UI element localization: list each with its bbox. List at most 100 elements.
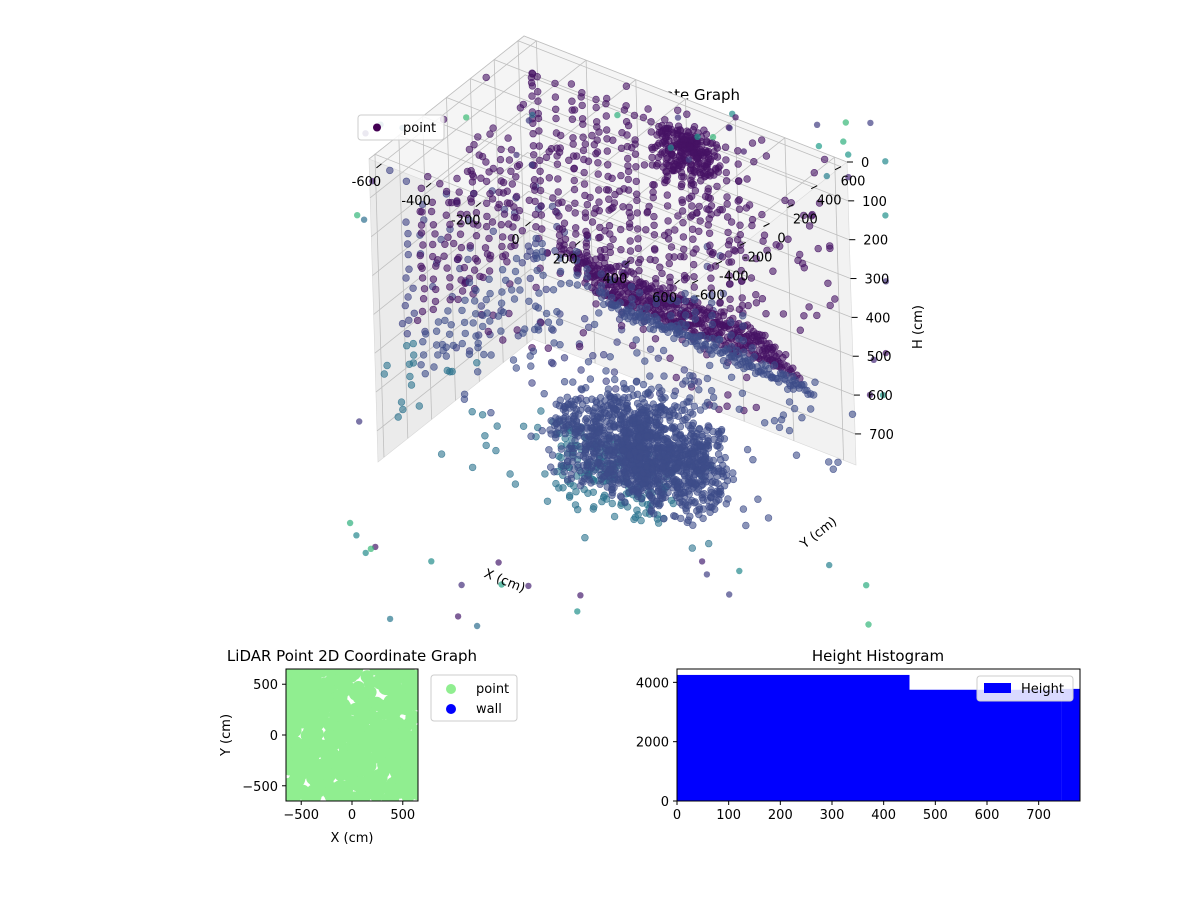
data-point-3d bbox=[680, 366, 688, 374]
data-point-3d bbox=[687, 166, 695, 175]
data-point-2d bbox=[353, 710, 367, 724]
data-point-3d bbox=[666, 296, 675, 304]
data-point-3d bbox=[470, 141, 478, 149]
data-point-3d bbox=[639, 113, 648, 122]
data-point-3d bbox=[483, 212, 491, 221]
data-point-3d bbox=[693, 155, 702, 163]
data-point-3d bbox=[552, 129, 561, 137]
data-point-3d bbox=[503, 258, 511, 266]
data-point-3d bbox=[555, 212, 563, 220]
data-point-3d bbox=[610, 512, 619, 521]
data-point-3d bbox=[669, 499, 677, 508]
data-point-3d bbox=[432, 262, 440, 270]
data-point-3d bbox=[622, 385, 630, 393]
data-point-3d bbox=[512, 173, 520, 181]
data-point-3d bbox=[646, 492, 654, 500]
data-point-3d bbox=[707, 387, 716, 395]
legend-wall-label-2d: wall bbox=[476, 702, 502, 717]
data-point-3d bbox=[444, 307, 452, 315]
data-point-3d bbox=[602, 112, 610, 120]
data-point-3d bbox=[624, 186, 633, 194]
data-point-3d bbox=[597, 438, 605, 447]
data-point-3d bbox=[603, 147, 611, 155]
data-point-3d bbox=[497, 221, 505, 229]
data-point-3d bbox=[431, 230, 439, 238]
data-point-3d bbox=[569, 403, 578, 411]
data-point-2d bbox=[286, 718, 296, 732]
data-point-3d bbox=[637, 424, 645, 432]
data-point-3d bbox=[463, 114, 470, 121]
data-point-3d bbox=[709, 393, 718, 402]
data-point-3d bbox=[510, 295, 519, 303]
data-point-3d bbox=[750, 158, 758, 166]
data-point-3d bbox=[678, 443, 687, 451]
data-point-3d bbox=[524, 242, 533, 250]
data-point-3d bbox=[545, 446, 553, 454]
legend-point-label-2d: point bbox=[476, 682, 509, 697]
data-point-3d bbox=[610, 368, 619, 376]
data-point-3d bbox=[617, 412, 626, 421]
data-point-3d bbox=[403, 240, 412, 248]
data-point-3d bbox=[705, 215, 713, 223]
plot-3d-ylabel: Y (cm) bbox=[797, 514, 840, 552]
data-point-3d bbox=[739, 505, 748, 513]
data-point-3d bbox=[543, 497, 552, 505]
data-point-3d bbox=[687, 380, 695, 388]
data-point-3d bbox=[763, 246, 771, 255]
data-point-2d bbox=[406, 758, 418, 772]
data-point-3d bbox=[713, 182, 721, 191]
data-point-3d bbox=[661, 493, 669, 502]
data-point-2d bbox=[396, 772, 410, 786]
data-point-3d bbox=[632, 190, 641, 198]
data-point-3d bbox=[622, 82, 631, 90]
data-point-3d bbox=[785, 398, 794, 406]
data-point-3d bbox=[606, 230, 614, 238]
data-point-3d bbox=[420, 285, 429, 293]
data-point-3d bbox=[625, 451, 634, 459]
data-point-3d bbox=[617, 171, 625, 180]
data-point-2d bbox=[358, 776, 372, 790]
data-point-3d bbox=[706, 472, 714, 481]
data-point-3d bbox=[555, 452, 563, 460]
data-point-3d bbox=[595, 207, 603, 215]
data-point-3d bbox=[438, 340, 447, 349]
data-point-3d bbox=[485, 275, 493, 283]
data-point-3d bbox=[695, 425, 703, 434]
data-point-3d bbox=[588, 462, 596, 470]
data-point-3d bbox=[639, 325, 647, 333]
data-point-3d bbox=[465, 350, 474, 358]
data-point-3d bbox=[595, 198, 603, 206]
data-point-3d bbox=[578, 386, 586, 394]
data-point-3d bbox=[667, 322, 675, 330]
data-point-3d bbox=[703, 374, 712, 383]
hist-x-tick-label: 300 bbox=[820, 808, 845, 823]
legend-point-label: point bbox=[403, 121, 436, 136]
data-point-3d bbox=[367, 545, 375, 552]
data-point-3d bbox=[460, 318, 469, 327]
plot-3d-zlabel: H (cm) bbox=[911, 305, 926, 349]
data-point-3d bbox=[650, 231, 659, 239]
data-point-3d bbox=[473, 622, 481, 630]
data-point-3d bbox=[752, 403, 760, 412]
data-point-3d bbox=[603, 135, 611, 143]
data-point-3d bbox=[668, 424, 676, 432]
data-point-3d bbox=[727, 373, 736, 381]
legend-height-swatch bbox=[984, 683, 1011, 693]
data-point-3d bbox=[410, 351, 418, 359]
data-point-3d bbox=[497, 327, 505, 335]
data-point-3d bbox=[461, 296, 469, 304]
data-point-3d bbox=[663, 202, 672, 210]
data-point-3d bbox=[632, 377, 641, 385]
data-point-3d bbox=[704, 221, 712, 229]
data-point-3d bbox=[528, 161, 535, 169]
data-point-3d bbox=[421, 370, 429, 378]
data-point-3d bbox=[360, 216, 368, 223]
data-point-3d bbox=[703, 161, 712, 169]
data-point-3d bbox=[418, 274, 427, 282]
data-point-3d bbox=[541, 470, 549, 478]
data-point-3d bbox=[775, 423, 784, 432]
data-point-3d bbox=[690, 283, 698, 291]
data-point-3d bbox=[525, 582, 532, 590]
data-point-2d bbox=[399, 669, 413, 679]
data-point-3d bbox=[584, 358, 593, 366]
